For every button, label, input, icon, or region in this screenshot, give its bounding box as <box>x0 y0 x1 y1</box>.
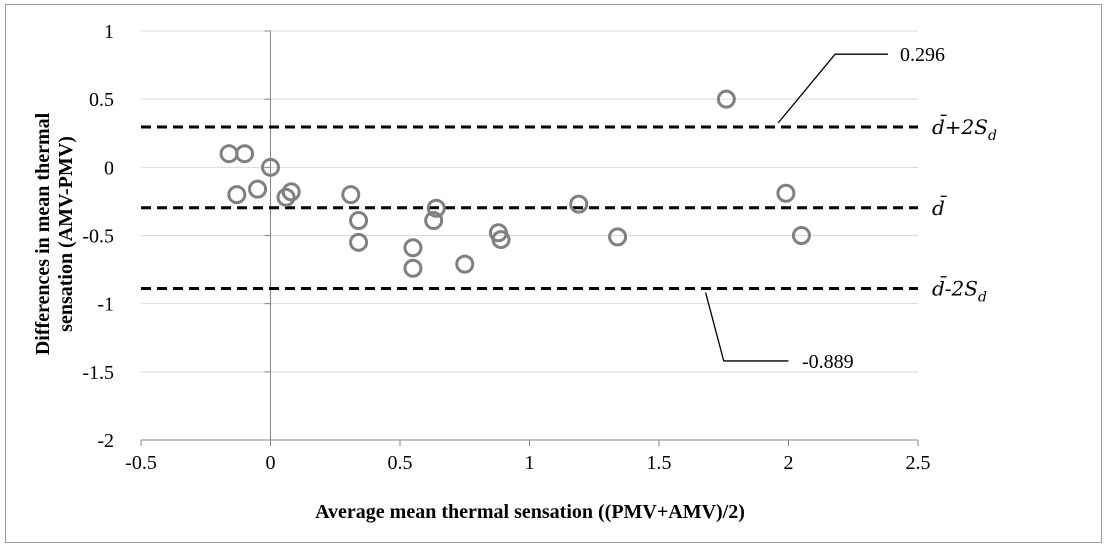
data-point <box>403 238 423 258</box>
leader-line-upper <box>777 53 888 124</box>
x-tick-label: -0.5 <box>125 452 157 474</box>
x-tick-label: 0.5 <box>388 452 413 474</box>
data-point <box>248 179 268 199</box>
data-point <box>281 182 301 202</box>
data-point <box>791 226 811 245</box>
axes <box>140 30 919 446</box>
data-point <box>349 232 369 252</box>
data-point <box>341 185 361 205</box>
data-point <box>426 198 446 218</box>
x-tick-label: 1 <box>525 452 535 474</box>
y-axis-title-line2: sensation (AMV-PMV) <box>55 136 77 332</box>
y-tick-label: -2 <box>97 430 114 452</box>
data-point <box>455 254 475 274</box>
data-point <box>219 144 239 164</box>
data-point <box>424 211 444 231</box>
lower-limit-value: -0.889 <box>802 351 854 373</box>
data-point <box>349 211 369 231</box>
data-point <box>716 89 736 109</box>
y-tick-label: -1.5 <box>82 362 114 384</box>
y-axis-title-line1: Differences in mean thermal <box>32 112 54 355</box>
upper-limit-value: 0.296 <box>900 44 945 66</box>
chart-frame <box>5 4 1102 543</box>
data-point <box>235 144 255 164</box>
leader-line-lower <box>704 292 789 362</box>
x-tick-label: 2.5 <box>906 452 931 474</box>
reference-lines <box>141 125 918 291</box>
annotations: d̄+2Sd d̄ d̄-2Sd 0.296 -0.889 <box>704 44 997 373</box>
y-tick-label: -1 <box>97 294 114 316</box>
data-point <box>227 185 247 205</box>
x-tick-label: 0 <box>266 452 276 474</box>
gridlines <box>141 30 918 373</box>
x-tick-label: 1.5 <box>647 452 672 474</box>
reference-line-label: d̄-2Sd <box>932 275 987 305</box>
data-point <box>776 183 796 203</box>
data-point <box>403 258 423 278</box>
y-tick-label: 0 <box>104 157 114 179</box>
y-tick-label: 0.5 <box>89 89 114 111</box>
y-tick-label: -0.5 <box>82 226 114 248</box>
x-axis-title: Average mean thermal sensation ((PMV+AMV… <box>315 501 745 523</box>
data-point <box>276 187 296 207</box>
y-tick-label: 1 <box>104 21 114 43</box>
data-points <box>219 89 811 278</box>
data-point <box>569 194 589 214</box>
data-point <box>261 157 280 177</box>
reference-line-label: d̄+2Sd <box>932 114 997 144</box>
reference-line-label: d̄ <box>932 194 947 219</box>
tick-labels: -0.5 0 0.5 1 1.5 2 2.5 -2 -1.5 -1 -0.5 0 0.5 1 <box>82 21 930 474</box>
data-point <box>608 227 628 247</box>
data-point <box>491 230 511 250</box>
x-tick-label: 2 <box>784 452 794 474</box>
